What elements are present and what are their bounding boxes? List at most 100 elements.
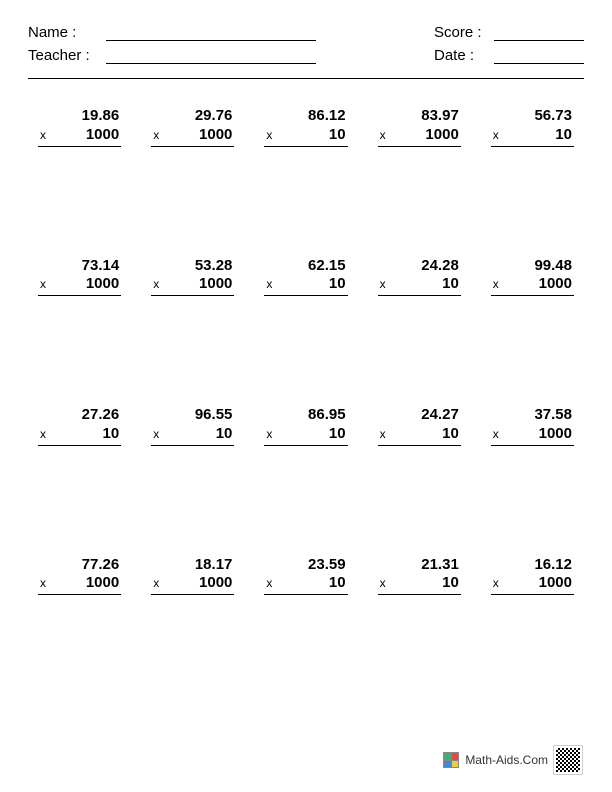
operator: x xyxy=(40,576,46,591)
operator: x xyxy=(40,277,46,292)
problem: 21.31x 10 xyxy=(378,556,461,596)
multiplier: 10 xyxy=(329,275,346,294)
operator: x xyxy=(40,427,46,442)
problems-grid: 19.86x100029.76x100086.12x1083.97x100056… xyxy=(28,79,584,595)
operator: x xyxy=(380,128,386,143)
problem: 16.12x 1000 xyxy=(491,556,574,596)
problem: 86.12 x 10 xyxy=(264,107,347,147)
operator: x xyxy=(153,427,159,442)
name-blank xyxy=(106,25,316,41)
multiplicand: 37.58 xyxy=(491,406,574,425)
multiplier: 10 xyxy=(103,425,120,444)
multiplier: 10 xyxy=(442,275,459,294)
problem: 53.28x 1000 xyxy=(151,257,234,297)
header-right: Score : Date : xyxy=(434,24,584,64)
operator: x xyxy=(153,576,159,591)
operator: x xyxy=(493,427,499,442)
math-aids-logo-icon xyxy=(443,752,459,768)
multiplier: 1000 xyxy=(425,126,458,145)
problem: 24.28x 10 xyxy=(378,257,461,297)
problem: 23.59x 10 xyxy=(264,556,347,596)
multiplicand: 23.59 xyxy=(264,556,347,575)
multiplier: 10 xyxy=(216,425,233,444)
multiplier: 10 xyxy=(329,425,346,444)
multiplicand: 73.14 xyxy=(38,257,121,276)
multiplier: 10 xyxy=(329,126,346,145)
score-label: Score : xyxy=(434,24,494,41)
multiplicand: 86.12 xyxy=(264,107,347,126)
operator: x xyxy=(153,128,159,143)
multiplicand: 83.97 xyxy=(378,107,461,126)
multiplicand: 18.17 xyxy=(151,556,234,575)
multiplier: 10 xyxy=(442,425,459,444)
multiplier: 1000 xyxy=(86,126,119,145)
date-label: Date : xyxy=(434,47,494,64)
problem: 99.48x 1000 xyxy=(491,257,574,297)
problem: 62.15x 10 xyxy=(264,257,347,297)
problem: 29.76 x 1000 xyxy=(151,107,234,147)
header-left: Name : Teacher : xyxy=(28,24,316,64)
multiplicand: 29.76 xyxy=(151,107,234,126)
operator: x xyxy=(380,576,386,591)
operator: x xyxy=(266,277,272,292)
multiplier: 1000 xyxy=(199,275,232,294)
operator: x xyxy=(380,427,386,442)
operator: x xyxy=(153,277,159,292)
problem: 96.55 x 10 xyxy=(151,406,234,446)
operator: x xyxy=(266,128,272,143)
name-label: Name : xyxy=(28,24,106,41)
problem: 56.73 x 10 xyxy=(491,107,574,147)
multiplier: 10 xyxy=(442,574,459,593)
multiplier: 1000 xyxy=(199,126,232,145)
multiplier: 10 xyxy=(555,126,572,145)
multiplicand: 56.73 xyxy=(491,107,574,126)
operator: x xyxy=(493,576,499,591)
teacher-row: Teacher : xyxy=(28,47,316,64)
operator: x xyxy=(266,576,272,591)
operator: x xyxy=(40,128,46,143)
multiplier: 1000 xyxy=(199,574,232,593)
name-row: Name : xyxy=(28,24,316,41)
multiplicand: 16.12 xyxy=(491,556,574,575)
footer: Math-Aids.Com xyxy=(443,746,582,774)
teacher-label: Teacher : xyxy=(28,47,106,64)
problem: 77.26x 1000 xyxy=(38,556,121,596)
score-row: Score : xyxy=(434,24,584,41)
multiplicand: 24.28 xyxy=(378,257,461,276)
operator: x xyxy=(266,427,272,442)
footer-site-text: Math-Aids.Com xyxy=(465,753,548,767)
multiplier: 1000 xyxy=(539,425,572,444)
problem: 27.26 x 10 xyxy=(38,406,121,446)
problem: 24.27 x 10 xyxy=(378,406,461,446)
problem: 83.97 x 1000 xyxy=(378,107,461,147)
multiplicand: 24.27 xyxy=(378,406,461,425)
multiplier: 10 xyxy=(329,574,346,593)
multiplier: 1000 xyxy=(539,275,572,294)
problem: 73.14x 1000 xyxy=(38,257,121,297)
problem: 37.58 x 1000 xyxy=(491,406,574,446)
multiplicand: 99.48 xyxy=(491,257,574,276)
multiplicand: 27.26 xyxy=(38,406,121,425)
multiplicand: 53.28 xyxy=(151,257,234,276)
score-blank xyxy=(494,25,584,41)
problem: 19.86 x 1000 xyxy=(38,107,121,147)
date-row: Date : xyxy=(434,47,584,64)
multiplicand: 19.86 xyxy=(38,107,121,126)
multiplicand: 86.95 xyxy=(264,406,347,425)
multiplicand: 21.31 xyxy=(378,556,461,575)
worksheet-header: Name : Teacher : Score : Date : xyxy=(28,24,584,64)
multiplicand: 62.15 xyxy=(264,257,347,276)
operator: x xyxy=(493,277,499,292)
teacher-blank xyxy=(106,48,316,64)
multiplier: 1000 xyxy=(86,574,119,593)
multiplier: 1000 xyxy=(86,275,119,294)
operator: x xyxy=(380,277,386,292)
multiplicand: 77.26 xyxy=(38,556,121,575)
multiplicand: 96.55 xyxy=(151,406,234,425)
qr-code-icon xyxy=(554,746,582,774)
operator: x xyxy=(493,128,499,143)
problem: 86.95 x 10 xyxy=(264,406,347,446)
multiplier: 1000 xyxy=(539,574,572,593)
problem: 18.17x 1000 xyxy=(151,556,234,596)
date-blank xyxy=(494,48,584,64)
